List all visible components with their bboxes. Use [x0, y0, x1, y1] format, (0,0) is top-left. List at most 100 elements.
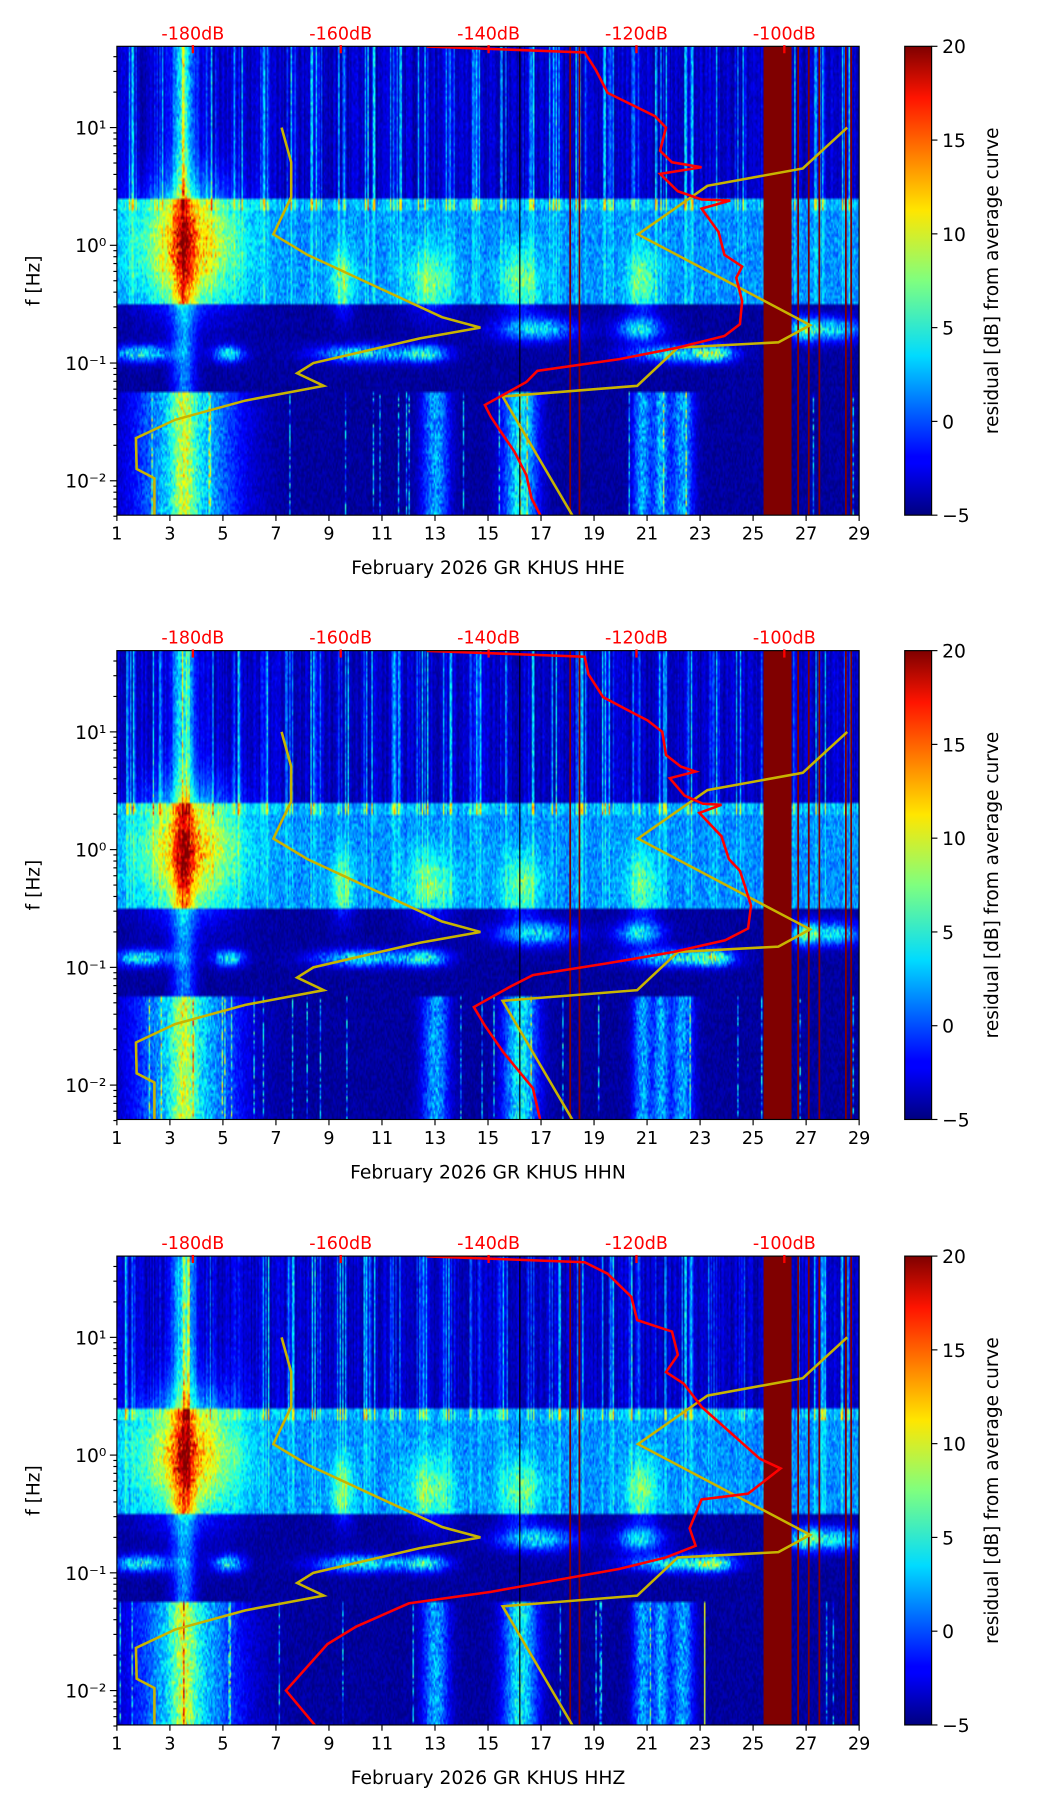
x-tick-label: 25 — [742, 525, 764, 545]
colorbar-tick-label: 0 — [942, 1017, 954, 1038]
x-axis-label: February 2026 GR KHUS HHE — [351, 558, 625, 579]
colorbar-tick-label: −5 — [942, 1716, 970, 1737]
data-gap-band — [763, 650, 791, 1120]
x-tick-label: 17 — [530, 1734, 552, 1754]
x-tick-label: 9 — [323, 1734, 334, 1754]
spectrogram-heatmap — [116, 650, 860, 1120]
top-db-tick-label: -100dB — [753, 1234, 816, 1254]
x-tick-label: 21 — [636, 525, 658, 545]
x-tick-label: 29 — [848, 1734, 870, 1754]
nhnm-model-line — [500, 1336, 849, 1725]
colorbar-tick-label: 0 — [942, 1622, 954, 1643]
x-tick-label: 11 — [371, 1129, 393, 1149]
x-tick-label: 15 — [477, 1129, 499, 1149]
average-curve-line — [284, 1256, 784, 1725]
y-axis-label: f [Hz] — [24, 255, 45, 306]
top-db-tick-label: -180dB — [161, 629, 224, 649]
colorbar-tick-label: 5 — [942, 923, 954, 944]
y-tick-label: 10⁻¹ — [65, 1564, 106, 1585]
x-tick-label: 3 — [164, 525, 175, 545]
x-tick-label: 23 — [689, 525, 711, 545]
x-tick-label: 17 — [530, 1129, 552, 1149]
top-db-tick-label: -160dB — [309, 629, 372, 649]
colorbar-tick-label: 5 — [942, 1528, 954, 1549]
colorbar-tick-label: −5 — [942, 1111, 970, 1132]
x-tick-label: 23 — [689, 1734, 711, 1754]
x-tick-label: 11 — [371, 1734, 393, 1754]
colorbar — [904, 1255, 933, 1726]
top-db-tick-label: -180dB — [161, 1234, 224, 1254]
nlnm-model-line — [134, 1337, 481, 1725]
x-tick-label: 1 — [111, 1129, 122, 1149]
colorbar-tick-label: 20 — [942, 37, 966, 58]
x-tick-label: 29 — [848, 1129, 870, 1149]
x-tick-label: 19 — [583, 525, 605, 545]
colorbar — [904, 45, 933, 516]
x-tick-label: 1 — [111, 1734, 122, 1754]
x-tick-label: 7 — [270, 1734, 281, 1754]
top-db-tick-label: -140dB — [457, 24, 520, 44]
y-tick-label: 10⁻¹ — [65, 354, 106, 375]
x-axis-label: February 2026 GR KHUS HHN — [350, 1163, 626, 1184]
y-axis-label: f [Hz] — [24, 860, 45, 911]
x-tick-label: 25 — [742, 1734, 764, 1754]
x-tick-label: 19 — [583, 1129, 605, 1149]
x-tick-label: 15 — [477, 525, 499, 545]
x-tick-label: 27 — [795, 1129, 817, 1149]
x-axis-label: February 2026 GR KHUS HHZ — [351, 1768, 626, 1789]
colorbar-tick-label: 0 — [942, 412, 954, 433]
x-tick-label: 19 — [583, 1734, 605, 1754]
colorbar-tick-label: 5 — [942, 319, 954, 340]
x-tick-label: 7 — [270, 1129, 281, 1149]
x-tick-label: 3 — [164, 1129, 175, 1149]
top-db-tick-label: -120dB — [605, 1234, 668, 1254]
x-tick-label: 25 — [742, 1129, 764, 1149]
y-tick-label: 10⁻¹ — [65, 958, 106, 979]
colorbar-label: residual [dB] from average curve — [982, 1337, 1003, 1644]
y-tick-label: 10⁰ — [75, 236, 106, 257]
top-db-tick-label: -120dB — [605, 24, 668, 44]
y-axis-label: f [Hz] — [24, 1465, 45, 1516]
colorbar-label: residual [dB] from average curve — [982, 127, 1003, 434]
overlay-lines — [134, 1256, 853, 1725]
x-tick-label: 21 — [636, 1734, 658, 1754]
x-tick-label: 17 — [530, 525, 552, 545]
colorbar-tick-label: 15 — [942, 131, 966, 152]
y-tick-label: 10⁻² — [65, 1682, 106, 1703]
x-tick-label: 5 — [217, 1129, 228, 1149]
top-db-tick-label: -100dB — [753, 24, 816, 44]
x-tick-label: 13 — [424, 1129, 446, 1149]
colorbar-tick-label: 20 — [942, 642, 966, 663]
colorbar-tick-label: 10 — [942, 1435, 966, 1456]
x-tick-label: 21 — [636, 1129, 658, 1149]
x-tick-label: 13 — [424, 525, 446, 545]
top-db-tick-label: -140dB — [457, 1234, 520, 1254]
top-db-tick-label: -160dB — [309, 1234, 372, 1254]
y-tick-label: 10¹ — [75, 119, 106, 140]
colorbar-label: residual [dB] from average curve — [982, 732, 1003, 1039]
y-tick-label: 10⁻² — [65, 1076, 106, 1097]
top-db-tick-label: -100dB — [753, 629, 816, 649]
nlnm-model-line — [134, 731, 481, 1120]
x-tick-label: 5 — [217, 525, 228, 545]
x-tick-label: 29 — [848, 525, 870, 545]
x-tick-label: 27 — [795, 525, 817, 545]
spectrogram-heatmap — [116, 46, 860, 516]
top-db-tick-label: -160dB — [309, 24, 372, 44]
x-tick-label: 27 — [795, 1734, 817, 1754]
colorbar-tick-label: 15 — [942, 1341, 966, 1362]
spectrogram-heatmap — [116, 1256, 860, 1725]
data-gap-band — [763, 1256, 791, 1725]
colorbar-tick-label: 20 — [942, 1247, 966, 1268]
y-tick-label: 10⁻² — [65, 472, 106, 493]
x-tick-label: 1 — [111, 525, 122, 545]
data-gap-band — [763, 46, 791, 516]
y-tick-label: 10¹ — [75, 723, 106, 744]
colorbar-tick-label: 15 — [942, 735, 966, 756]
x-tick-label: 5 — [217, 1734, 228, 1754]
colorbar — [904, 650, 933, 1121]
x-tick-label: 13 — [424, 1734, 446, 1754]
y-tick-label: 10⁰ — [75, 841, 106, 862]
